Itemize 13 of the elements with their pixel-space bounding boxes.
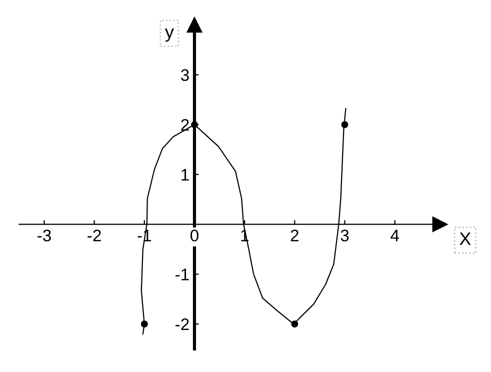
y-tick-label: -2 xyxy=(176,318,189,330)
x-tick-label: 0 xyxy=(190,230,198,242)
x-axis-title: X xyxy=(460,232,471,245)
y-tick-label: 2 xyxy=(181,119,189,131)
y-tick-label: -1 xyxy=(176,268,189,280)
x-tick-label: -2 xyxy=(88,230,101,242)
x-tick-label: 3 xyxy=(340,230,349,242)
y-tick-label: 3 xyxy=(180,69,189,81)
y-axis-title: y xyxy=(164,28,174,42)
x-tick-label: 2 xyxy=(290,230,298,242)
x-tick-label: -3 xyxy=(38,230,51,242)
y-tick-label: 1 xyxy=(182,169,189,181)
x-tick-label: 4 xyxy=(390,230,399,242)
